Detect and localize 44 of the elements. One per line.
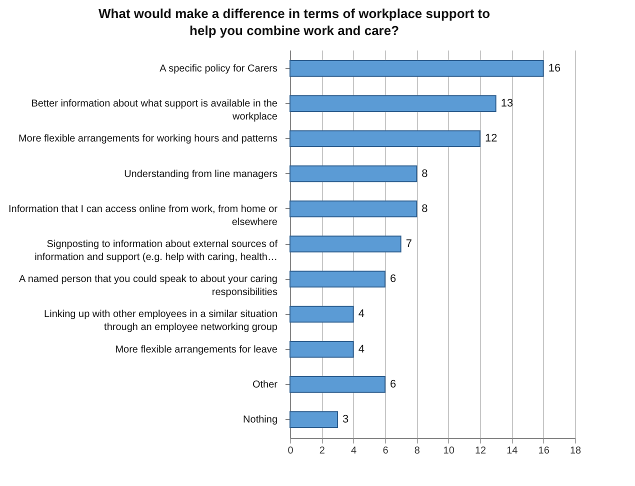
data-label: 6 <box>390 378 396 390</box>
x-tick-label: 14 <box>506 446 518 456</box>
bar <box>290 200 418 218</box>
y-tick-label: Nothing <box>243 414 278 426</box>
y-tick-label: More flexible arrangements for working hours and patterns <box>18 134 278 145</box>
data-label: 16 <box>548 62 561 74</box>
x-tick-label: 4 <box>351 446 358 456</box>
bar <box>290 306 354 323</box>
bar <box>290 95 496 112</box>
data-label: 4 <box>358 308 364 320</box>
bar <box>290 340 354 358</box>
y-tick-label: Better information about what support is available in the workplace <box>31 98 278 123</box>
y-tick-label: More flexible arrangements for leave <box>115 344 278 356</box>
data-label: 8 <box>422 168 428 180</box>
data-label: 8 <box>422 202 428 215</box>
chart-title: What would make a difference in terms of workplace support to help you combine work and care? <box>98 6 490 38</box>
y-tick-label: Signposting to information about external sources of information and support (e.g. help with caring, health… <box>34 239 278 263</box>
bar <box>290 60 544 77</box>
bar <box>290 376 386 393</box>
x-tick-label: 6 <box>382 446 389 456</box>
x-tick-label: 8 <box>414 446 420 456</box>
y-tick-label: Information that I can access online from work, from home or elsewhere <box>8 204 278 228</box>
bar <box>290 411 338 428</box>
data-label: 13 <box>500 98 514 110</box>
bar <box>290 165 418 182</box>
x-tick-label: 0 <box>288 446 294 456</box>
y-tick-label: A named person that you could speak to about your caring responsibilities <box>18 274 278 298</box>
bar <box>290 236 402 252</box>
x-tick-label: 12 <box>474 446 486 456</box>
y-tick-label: Other <box>252 379 278 390</box>
y-tick-label: Linking up with other employees in a similar situation through an employee networking group <box>44 309 278 334</box>
data-label: 12 <box>485 132 498 145</box>
data-label: 3 <box>342 414 349 426</box>
bar <box>290 270 386 288</box>
data-label: 4 <box>358 343 364 356</box>
x-tick-label: 18 <box>570 446 582 456</box>
x-tick-label: 2 <box>319 446 326 456</box>
data-label: 6 <box>390 273 396 286</box>
x-tick-label: 10 <box>443 446 455 456</box>
y-tick-label: A specific policy for Carers <box>160 63 278 74</box>
x-tick-label: 16 <box>538 446 550 456</box>
data-label: 7 <box>406 238 412 250</box>
y-tick-label: Understanding from line managers <box>124 168 278 180</box>
bar <box>290 130 480 148</box>
